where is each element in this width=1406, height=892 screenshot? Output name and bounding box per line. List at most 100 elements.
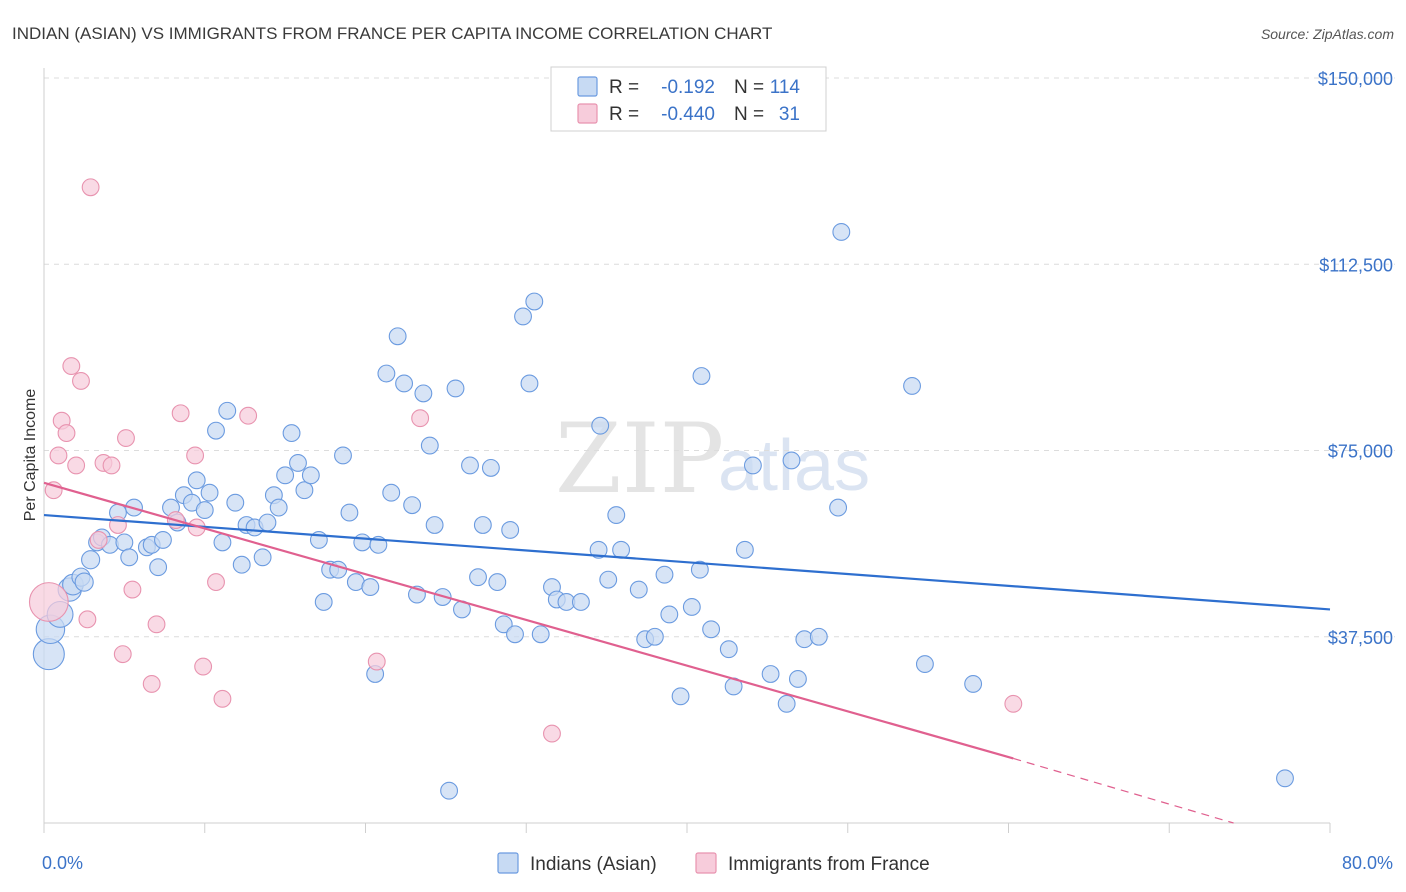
point-0-43	[314, 593, 333, 611]
point-0-47	[340, 503, 359, 522]
point-0-93	[682, 598, 701, 616]
point-0-77	[531, 625, 550, 644]
point-0-87	[629, 580, 648, 599]
point-1-26	[239, 406, 258, 425]
point-0-84	[607, 506, 626, 525]
point-0-54	[382, 483, 401, 502]
series-legend-swatch-france	[695, 852, 717, 874]
point-0-83	[591, 416, 610, 435]
point-1-5	[62, 357, 81, 376]
point-1-8	[78, 610, 97, 629]
point-1-14	[113, 645, 132, 664]
point-0-25	[200, 483, 219, 502]
series-points-0	[32, 223, 1294, 800]
legend-n-value-france: 31	[779, 104, 800, 125]
point-1-0	[28, 582, 69, 622]
point-0-92	[671, 687, 690, 706]
point-0-103	[782, 451, 801, 470]
point-0-59	[414, 384, 433, 403]
chart-title: INDIAN (ASIAN) VS IMMIGRANTS FROM FRANCE…	[12, 24, 772, 43]
point-0-101	[761, 665, 780, 683]
series-legend-label-indians: Indians (Asian)	[530, 854, 657, 875]
point-0-24	[195, 501, 214, 520]
point-0-82	[589, 540, 608, 559]
point-1-28	[411, 409, 430, 428]
point-1-12	[102, 456, 121, 475]
point-1-16	[123, 580, 142, 599]
legend-r-value-france: -0.440	[661, 104, 715, 125]
legend-r-label-france: R =	[609, 104, 639, 125]
legend-swatch-indians	[577, 76, 598, 97]
point-0-50	[361, 578, 380, 597]
x-tick-label-min: 0.0%	[42, 853, 83, 873]
x-tick-label-max: 80.0%	[1342, 853, 1393, 873]
y-tick-labels: $150,000 $112,500 $75,000 $37,500	[1318, 69, 1393, 648]
point-1-23	[194, 657, 213, 676]
point-0-39	[289, 453, 307, 472]
point-0-28	[218, 401, 237, 420]
trend-line-extension-1	[1013, 757, 1234, 824]
grid-lines	[44, 77, 1395, 638]
point-0-94	[690, 560, 709, 579]
point-0-91	[660, 605, 679, 624]
point-0-95	[692, 367, 711, 385]
point-1-20	[171, 404, 190, 423]
y-axis-label: Per Capita Income	[22, 389, 39, 522]
point-1-29	[543, 724, 561, 743]
point-0-26	[207, 421, 225, 440]
point-1-25	[213, 689, 232, 708]
point-1-15	[117, 429, 135, 448]
point-0-41	[301, 466, 320, 485]
point-0-63	[440, 781, 459, 800]
point-0-49	[353, 533, 372, 552]
legend-swatch-france	[577, 103, 598, 124]
point-0-90	[655, 565, 674, 584]
legend-n-label-indians: N =	[734, 77, 764, 98]
correlation-legend: R = -0.192 N = 114 R = -0.440 N = 31	[550, 66, 827, 132]
point-0-46	[334, 446, 352, 465]
point-0-53	[377, 364, 396, 383]
point-1-4	[57, 424, 76, 443]
y-tick-label-1: $112,500	[1319, 255, 1393, 275]
point-0-17	[149, 558, 168, 577]
point-0-67	[469, 568, 487, 587]
point-0-55	[388, 327, 407, 346]
point-1-27	[367, 652, 386, 671]
point-0-56	[395, 374, 414, 393]
point-0-68	[473, 516, 492, 534]
point-0-18	[154, 530, 172, 549]
point-0-60	[420, 436, 439, 455]
point-0-100	[743, 456, 762, 475]
point-1-7	[72, 372, 90, 390]
point-1-6	[67, 456, 86, 475]
point-0-6	[74, 572, 94, 592]
point-1-18	[147, 615, 166, 634]
series-legend-label-france: Immigrants from France	[728, 854, 930, 875]
point-1-9	[81, 178, 100, 197]
point-0-106	[809, 627, 828, 646]
point-0-30	[232, 555, 251, 574]
point-0-76	[525, 292, 544, 311]
point-0-108	[832, 223, 851, 241]
point-0-72	[501, 521, 520, 539]
series-points-1	[28, 178, 1023, 743]
point-1-21	[186, 446, 205, 465]
point-0-111	[964, 674, 983, 693]
point-0-23	[187, 471, 206, 490]
point-0-97	[719, 640, 738, 659]
point-0-29	[226, 493, 245, 512]
point-0-105	[795, 630, 814, 649]
axes	[43, 68, 1331, 833]
point-0-86	[599, 570, 618, 589]
point-0-69	[481, 458, 500, 477]
point-0-66	[461, 456, 479, 475]
point-0-85	[612, 540, 631, 559]
point-0-107	[829, 498, 848, 517]
legend-n-label-france: N =	[734, 104, 764, 125]
point-0-81	[571, 593, 590, 611]
trend-line-1	[43, 481, 1014, 760]
point-1-2	[49, 446, 68, 465]
point-0-70	[488, 573, 507, 592]
series-legend: Indians (Asian) Immigrants from France	[497, 852, 930, 875]
